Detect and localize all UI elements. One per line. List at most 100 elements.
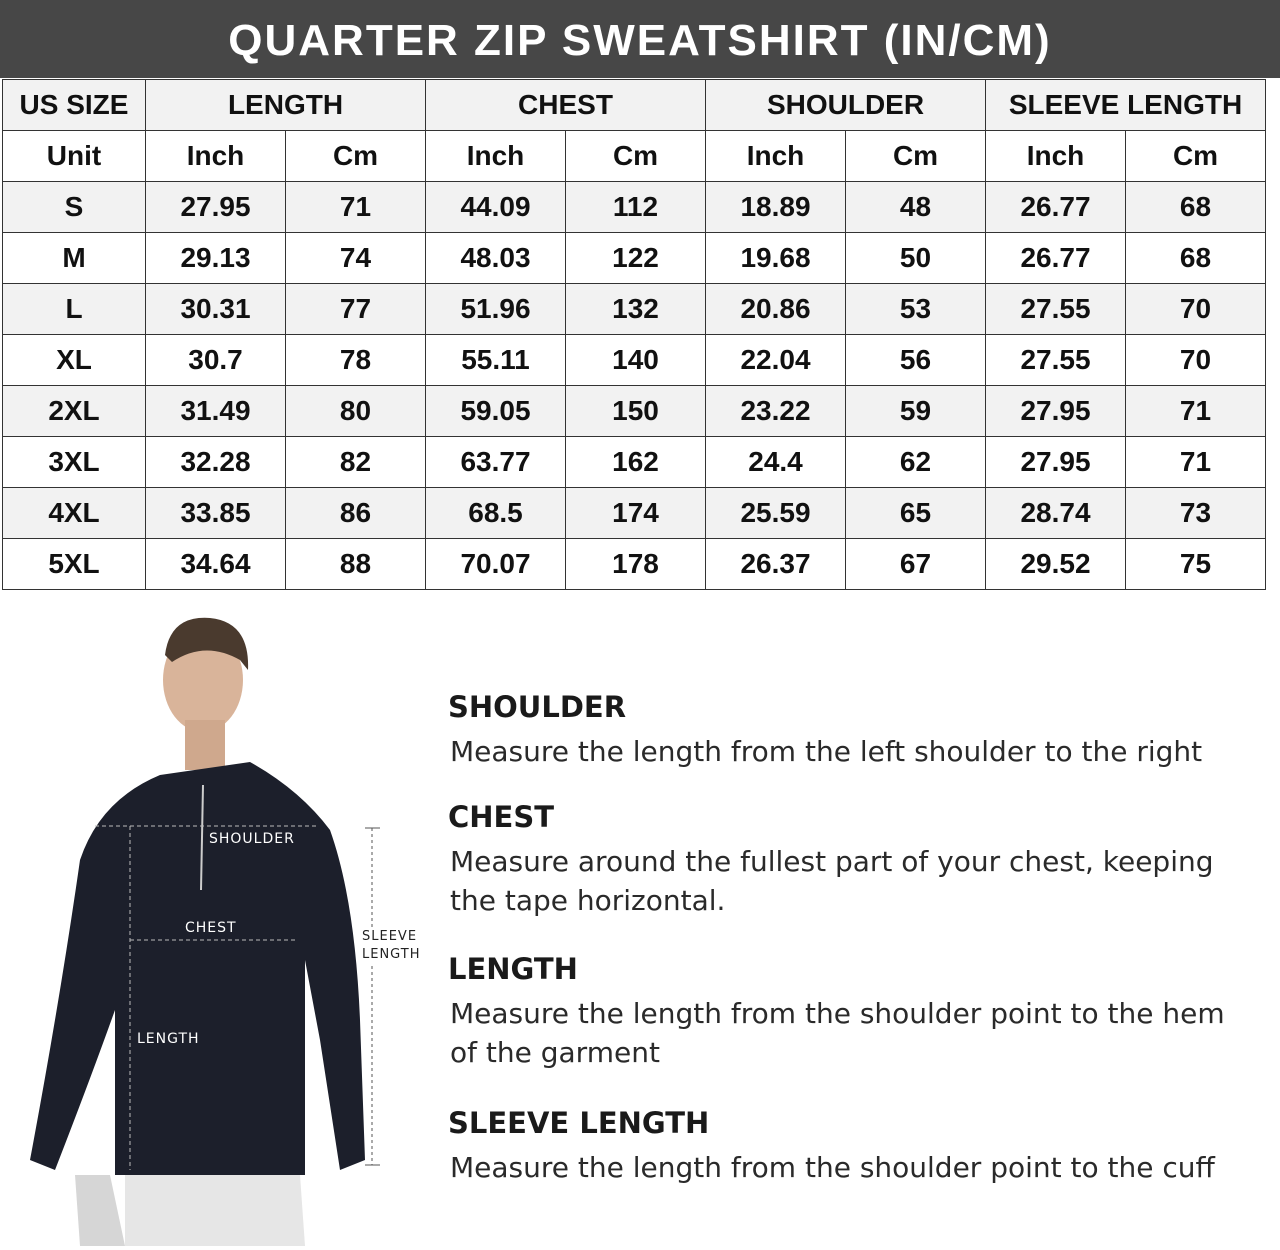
unit-cell: Cm <box>845 130 986 182</box>
unit-cell: Unit <box>2 130 146 182</box>
value-cell: 32.28 <box>145 436 286 488</box>
header-cell: CHEST <box>425 79 706 131</box>
guide-length: LENGTH Measure the length from the should… <box>448 952 1250 1072</box>
value-cell: 140 <box>565 334 706 386</box>
unit-cell: Inch <box>145 130 286 182</box>
value-cell: 71 <box>1125 436 1266 488</box>
value-cell: 51.96 <box>425 283 566 335</box>
unit-cell: Inch <box>985 130 1126 182</box>
value-cell: 31.49 <box>145 385 286 437</box>
value-cell: 68 <box>1125 181 1266 233</box>
value-cell: 27.55 <box>985 334 1126 386</box>
value-cell: 74 <box>285 232 426 284</box>
value-cell: 162 <box>565 436 706 488</box>
value-cell: 33.85 <box>145 487 286 539</box>
unit-cell: Cm <box>285 130 426 182</box>
length-label: LENGTH <box>137 1031 200 1047</box>
size-cell: M <box>2 232 146 284</box>
value-cell: 44.09 <box>425 181 566 233</box>
size-cell: L <box>2 283 146 335</box>
value-cell: 48 <box>845 181 986 233</box>
value-cell: 29.13 <box>145 232 286 284</box>
value-cell: 27.55 <box>985 283 1126 335</box>
value-cell: 19.68 <box>705 232 846 284</box>
size-cell: 2XL <box>2 385 146 437</box>
table-header-row: US SIZE LENGTH CHEST SHOULDER SLEEVE LEN… <box>2 79 1266 131</box>
value-cell: 82 <box>285 436 426 488</box>
guide-heading: LENGTH <box>448 952 578 986</box>
value-cell: 86 <box>285 487 426 539</box>
table-row: 4XL 33.85 86 68.5 174 25.59 65 28.74 73 <box>2 487 1266 539</box>
value-cell: 18.89 <box>705 181 846 233</box>
value-cell: 68.5 <box>425 487 566 539</box>
value-cell: 178 <box>565 538 706 590</box>
value-cell: 27.95 <box>985 385 1126 437</box>
sleeve-label-line1: SLEEVE <box>362 929 418 944</box>
unit-cell: Inch <box>425 130 566 182</box>
table-row: S 27.95 71 44.09 112 18.89 48 26.77 68 <box>2 181 1266 233</box>
value-cell: 28.74 <box>985 487 1126 539</box>
header-cell: SHOULDER <box>705 79 986 131</box>
value-cell: 67 <box>845 538 986 590</box>
value-cell: 25.59 <box>705 487 846 539</box>
value-cell: 27.95 <box>145 181 286 233</box>
shoulder-label: SHOULDER <box>209 831 295 847</box>
value-cell: 27.95 <box>985 436 1126 488</box>
value-cell: 63.77 <box>425 436 566 488</box>
value-cell: 150 <box>565 385 706 437</box>
model-sweatshirt-illustration <box>30 617 380 1246</box>
table-row: XL 30.7 78 55.11 140 22.04 56 27.55 70 <box>2 334 1266 386</box>
sleeve-length-label: SLEEVE LENGTH <box>362 928 421 964</box>
value-cell: 174 <box>565 487 706 539</box>
value-cell: 88 <box>285 538 426 590</box>
guide-chest: CHEST Measure around the fullest part of … <box>448 800 1250 920</box>
table-row: 5XL 34.64 88 70.07 178 26.37 67 29.52 75 <box>2 538 1266 590</box>
value-cell: 59 <box>845 385 986 437</box>
unit-cell: Inch <box>705 130 846 182</box>
value-cell: 75 <box>1125 538 1266 590</box>
size-cell: 5XL <box>2 538 146 590</box>
value-cell: 70 <box>1125 283 1266 335</box>
value-cell: 26.77 <box>985 181 1126 233</box>
size-cell: S <box>2 181 146 233</box>
value-cell: 80 <box>285 385 426 437</box>
value-cell: 26.37 <box>705 538 846 590</box>
guide-text: Measure the length from the left shoulde… <box>450 735 1203 768</box>
table-row: 3XL 32.28 82 63.77 162 24.4 62 27.95 71 <box>2 436 1266 488</box>
value-cell: 122 <box>565 232 706 284</box>
table-row: M 29.13 74 48.03 122 19.68 50 26.77 68 <box>2 232 1266 284</box>
value-cell: 73 <box>1125 487 1266 539</box>
guide-text: Measure around the fullest part of your … <box>450 845 1214 917</box>
value-cell: 56 <box>845 334 986 386</box>
value-cell: 53 <box>845 283 986 335</box>
size-cell: 4XL <box>2 487 146 539</box>
value-cell: 48.03 <box>425 232 566 284</box>
value-cell: 22.04 <box>705 334 846 386</box>
unit-cell: Cm <box>1125 130 1266 182</box>
value-cell: 112 <box>565 181 706 233</box>
size-cell: XL <box>2 334 146 386</box>
value-cell: 132 <box>565 283 706 335</box>
value-cell: 30.7 <box>145 334 286 386</box>
value-cell: 70 <box>1125 334 1266 386</box>
value-cell: 24.4 <box>705 436 846 488</box>
value-cell: 55.11 <box>425 334 566 386</box>
table-row: L 30.31 77 51.96 132 20.86 53 27.55 70 <box>2 283 1266 335</box>
guide-text: Measure the length from the shoulder poi… <box>450 997 1225 1069</box>
guide-shoulder: SHOULDER Measure the length from the left… <box>448 690 1250 771</box>
value-cell: 62 <box>845 436 986 488</box>
value-cell: 59.05 <box>425 385 566 437</box>
unit-row: Unit Inch Cm Inch Cm Inch Cm Inch Cm <box>2 130 1266 182</box>
value-cell: 20.86 <box>705 283 846 335</box>
header-cell: US SIZE <box>2 79 146 131</box>
value-cell: 29.52 <box>985 538 1126 590</box>
guide-sleeve-length: SLEEVE LENGTH Measure the length from the… <box>448 1106 1250 1187</box>
value-cell: 71 <box>1125 385 1266 437</box>
guide-heading: SLEEVE LENGTH <box>448 1106 710 1140</box>
unit-cell: Cm <box>565 130 706 182</box>
guide-text: Measure the length from the shoulder poi… <box>450 1151 1215 1184</box>
size-table: US SIZE LENGTH CHEST SHOULDER SLEEVE LEN… <box>2 79 1266 590</box>
guide-heading: CHEST <box>448 800 555 834</box>
value-cell: 34.64 <box>145 538 286 590</box>
value-cell: 23.22 <box>705 385 846 437</box>
